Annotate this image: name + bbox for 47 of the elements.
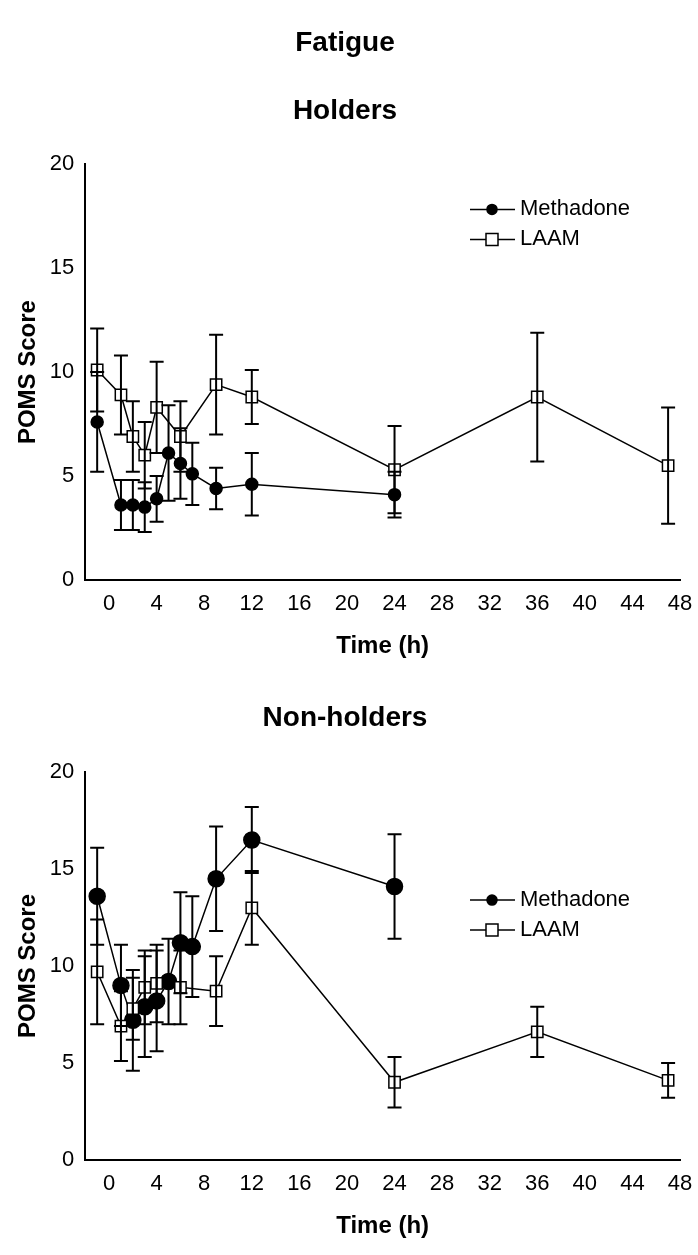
x-tick-label: 36 — [525, 1170, 550, 1196]
x-tick-label: 36 — [525, 590, 550, 616]
y-tick-label: 0 — [62, 1145, 75, 1171]
y-tick-label: 5 — [62, 1048, 75, 1074]
chart-title: Fatigue — [295, 26, 395, 58]
y-tick-label: 20 — [49, 758, 75, 784]
y-tick-label: 15 — [49, 254, 75, 280]
x-tick-label: 12 — [239, 590, 265, 616]
x-tick-label: 16 — [287, 1170, 312, 1196]
y-tick-label: 5 — [62, 462, 75, 488]
y-tick-label: 10 — [49, 358, 75, 384]
x-tick-label: 24 — [382, 590, 407, 616]
x-tick-label: 28 — [429, 1170, 455, 1196]
x-tick-label: 8 — [198, 1170, 211, 1196]
x-tick-label: 32 — [477, 1170, 502, 1196]
legend-label: Methadone — [520, 195, 631, 221]
x-tick-label: 0 — [102, 1170, 116, 1196]
chart-subtitle: Holders — [292, 93, 398, 125]
x-tick-label: 44 — [620, 590, 645, 616]
x-tick-label: 4 — [150, 1170, 163, 1196]
x-tick-label: 48 — [667, 1170, 693, 1196]
y-tick-label: 0 — [62, 565, 75, 591]
x-tick-label: 12 — [239, 1170, 265, 1196]
legend-label: LAAM — [520, 225, 580, 251]
x-tick-label: 44 — [620, 1170, 645, 1196]
x-tick-label: 28 — [429, 590, 455, 616]
legend-label: Methadone — [520, 886, 631, 912]
x-tick-label: 48 — [667, 590, 693, 616]
x-tick-label: 0 — [102, 590, 116, 616]
x-axis-title: Time (h) — [336, 1211, 430, 1239]
y-axis-title: POMS Score — [13, 893, 41, 1039]
y-tick-label: 15 — [49, 855, 75, 881]
x-tick-label: 20 — [334, 590, 360, 616]
x-tick-label: 40 — [572, 1170, 598, 1196]
legend-label: LAAM — [520, 916, 580, 942]
x-tick-label: 8 — [198, 590, 211, 616]
y-axis-title: POMS Score — [13, 300, 41, 445]
x-axis-title: Time (h) — [336, 631, 430, 659]
x-tick-label: 24 — [382, 1170, 407, 1196]
y-tick-label: 20 — [49, 150, 75, 176]
chart-title: Non-holders — [262, 701, 428, 733]
x-tick-label: 4 — [150, 590, 163, 616]
x-tick-label: 32 — [477, 590, 502, 616]
x-tick-label: 20 — [334, 1170, 360, 1196]
x-tick-label: 40 — [572, 590, 598, 616]
y-tick-label: 10 — [49, 952, 75, 978]
x-tick-label: 16 — [287, 590, 312, 616]
